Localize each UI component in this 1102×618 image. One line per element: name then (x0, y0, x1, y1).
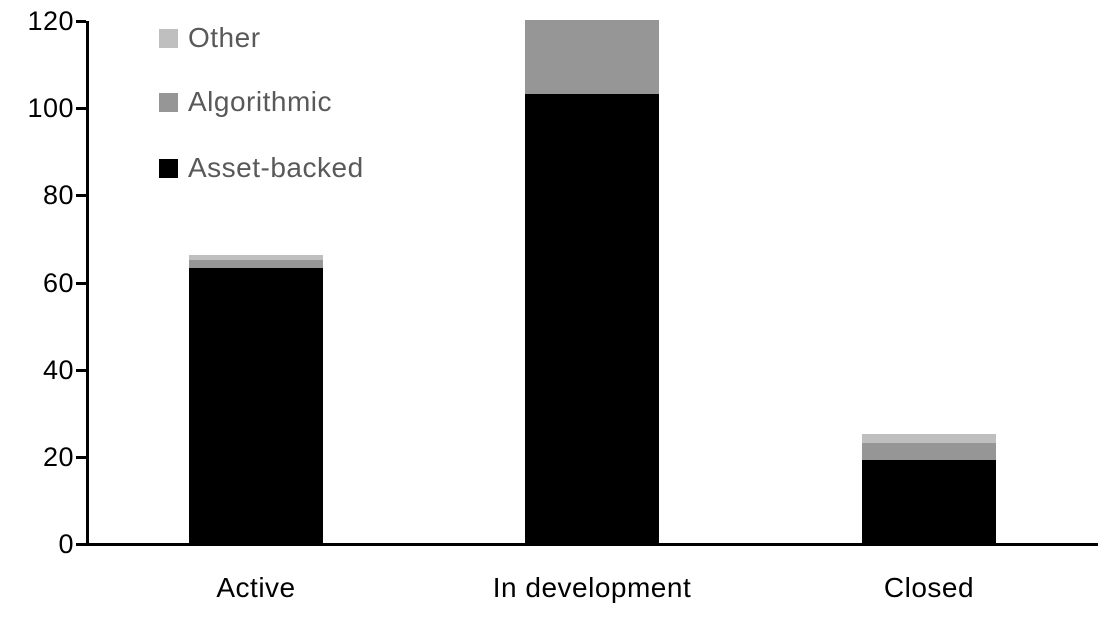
legend-item: Other (159, 23, 261, 53)
y-tick-label: 20 (42, 442, 74, 472)
legend-swatch-other (159, 28, 178, 48)
bar-segment-asset-backed (189, 268, 323, 543)
legend-swatch-asset-backed (159, 158, 178, 178)
y-tick-label: 60 (42, 268, 74, 298)
legend-label: Other (188, 22, 261, 53)
bar-segment-algorithmic (189, 259, 323, 269)
x-category-label: Active (216, 572, 296, 603)
bar-segment-asset-backed (862, 460, 996, 543)
legend-item: Asset-backed (159, 153, 364, 183)
bar-segment-other (189, 255, 323, 260)
y-axis-tick (76, 194, 86, 197)
y-axis-tick (76, 369, 86, 372)
legend-label: Algorithmic (188, 86, 332, 117)
bar-segment-asset-backed (525, 94, 659, 543)
y-axis-tick (76, 20, 86, 23)
y-axis-line (86, 21, 89, 546)
y-tick-label: 100 (27, 93, 74, 123)
y-tick-label: 120 (27, 6, 74, 36)
x-category-label: In development (492, 572, 692, 603)
legend-swatch-algorithmic (159, 92, 178, 112)
bar-segment-algorithmic (862, 442, 996, 461)
y-axis-tick (76, 456, 86, 459)
legend-item: Algorithmic (159, 87, 332, 117)
x-axis-line (76, 543, 1098, 546)
bar-segment-other (862, 434, 996, 443)
y-axis-tick (76, 107, 86, 110)
legend-label: Asset-backed (188, 152, 364, 183)
y-axis-tick (76, 543, 86, 546)
x-category-label: Closed (883, 572, 975, 603)
y-tick-label: 40 (42, 355, 74, 385)
y-axis-tick (76, 282, 86, 285)
y-tick-label: 0 (58, 529, 74, 559)
y-tick-label: 80 (42, 180, 74, 210)
bar-segment-algorithmic (525, 20, 659, 95)
